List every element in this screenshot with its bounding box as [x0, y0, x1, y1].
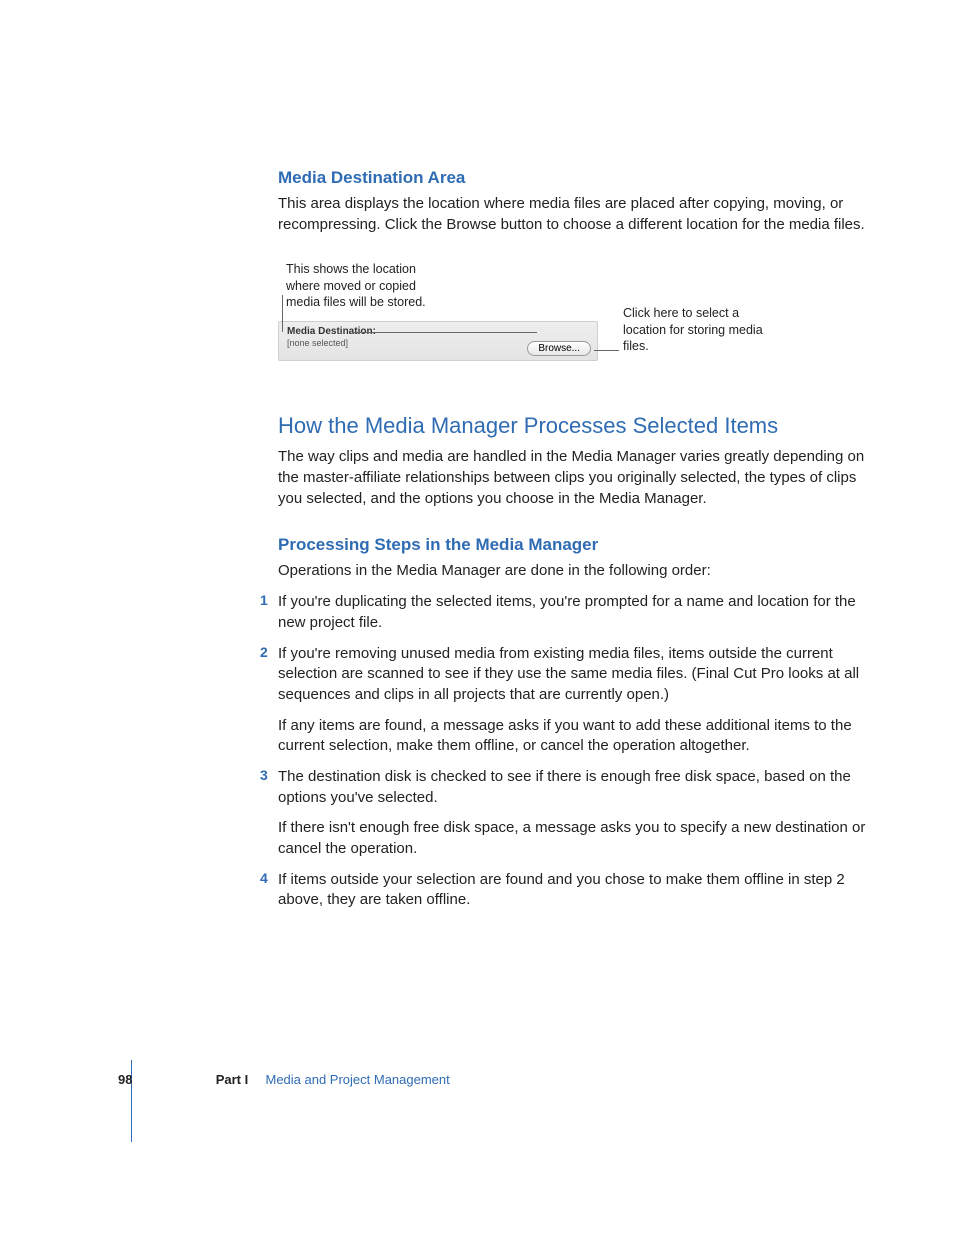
list-number: 2: [260, 644, 268, 660]
list-text: The destination disk is checked to see i…: [278, 767, 868, 808]
section-heading-processing-steps: Processing Steps in the Media Manager: [278, 535, 868, 555]
list-text: If items outside your selection are foun…: [278, 870, 868, 911]
section-body-how-processes: The way clips and media are handled in t…: [278, 447, 868, 509]
list-item: 1 If you're duplicating the selected ite…: [278, 592, 868, 633]
page-content: Media Destination Area This area display…: [278, 168, 868, 911]
list-text: If you're removing unused media from exi…: [278, 644, 868, 706]
list-subtext: If any items are found, a message asks i…: [278, 716, 868, 757]
footer-title: Media and Project Management: [265, 1072, 449, 1087]
section-heading-how-processes: How the Media Manager Processes Selected…: [278, 413, 868, 439]
footer-part: Part I: [216, 1072, 249, 1087]
callout-line: [352, 332, 537, 333]
browse-button[interactable]: Browse...: [527, 341, 591, 356]
list-item: 2 If you're removing unused media from e…: [278, 644, 868, 757]
page-number: 98: [118, 1072, 132, 1087]
list-item: 4 If items outside your selection are fo…: [278, 870, 868, 911]
list-number: 3: [260, 767, 268, 783]
callout-line: [282, 295, 283, 332]
callout-left-text: This shows the location where moved or c…: [286, 261, 446, 310]
list-number: 4: [260, 870, 268, 886]
ordered-list: 1 If you're duplicating the selected ite…: [278, 592, 868, 911]
list-text: If you're duplicating the selected items…: [278, 592, 868, 633]
section-body-media-destination: This area displays the location where me…: [278, 194, 868, 235]
section-intro-processing-steps: Operations in the Media Manager are done…: [278, 561, 868, 582]
media-destination-panel: Media Destination: [none selected] Brows…: [278, 321, 598, 361]
page-footer: 98 Part I Media and Project Management: [118, 1072, 858, 1087]
section-heading-media-destination: Media Destination Area: [278, 168, 868, 188]
list-number: 1: [260, 592, 268, 608]
list-subtext: If there isn't enough free disk space, a…: [278, 818, 868, 859]
figure-media-destination: This shows the location where moved or c…: [278, 261, 868, 369]
callout-line: [594, 350, 619, 351]
list-item: 3 The destination disk is checked to see…: [278, 767, 868, 860]
callout-right-text: Click here to select a location for stor…: [623, 305, 773, 354]
